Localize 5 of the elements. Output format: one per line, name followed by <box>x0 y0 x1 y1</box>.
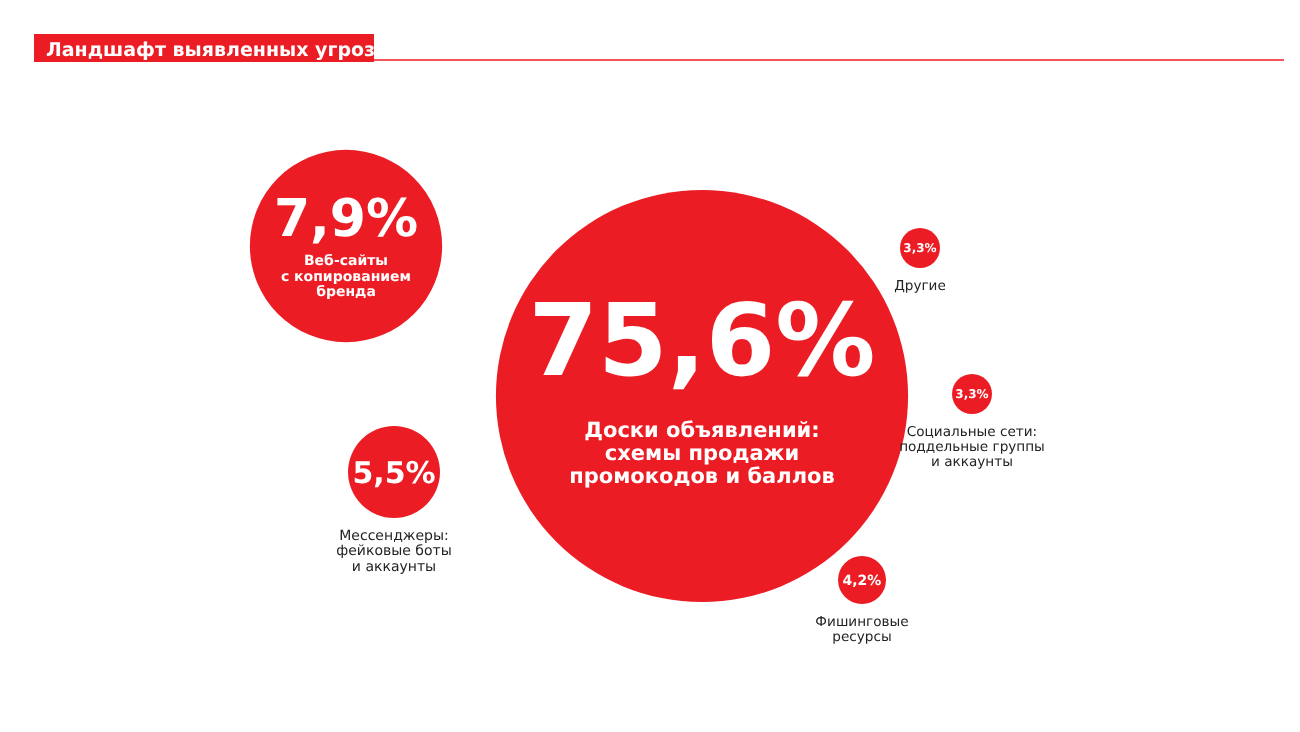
data-label: 7,9% <box>273 190 419 251</box>
text: Ландшафт выявленных угроз <box>46 40 376 62</box>
data-label: 75,6% <box>528 283 876 400</box>
category-label: Доски объявлений: схемы продажи промокодов и баллов <box>569 419 836 490</box>
data-label: 5,5% <box>352 454 436 491</box>
